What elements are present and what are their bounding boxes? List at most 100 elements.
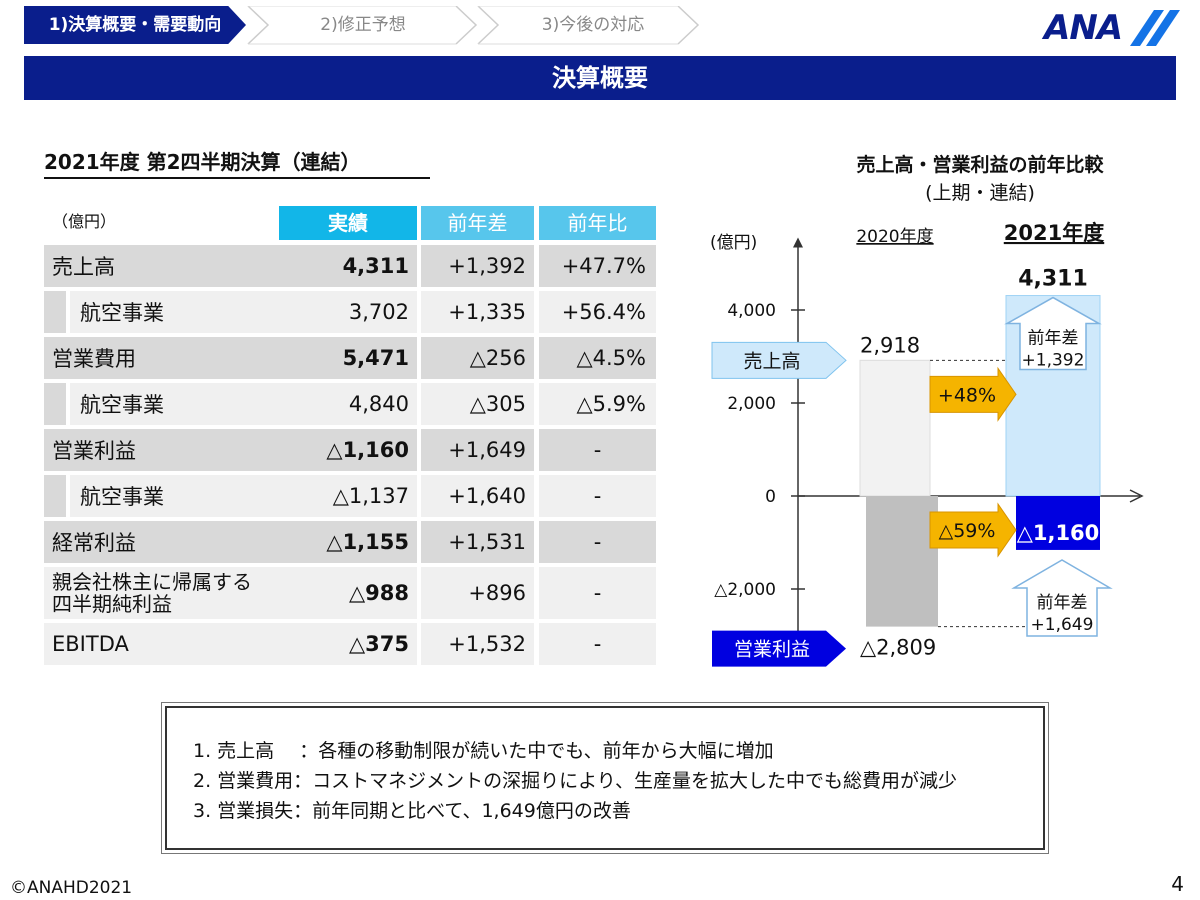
row-label-line2: 四半期純利益 [52, 592, 172, 616]
diff-value: △256 [421, 337, 534, 379]
series-label-box [712, 630, 846, 667]
actual-value: 4,840 [279, 383, 417, 425]
actual-value: 3,702 [279, 291, 417, 333]
change-label-revenue: +48% [938, 384, 996, 406]
header-actual: 実績 [279, 206, 417, 240]
diff-value: +1,640 [421, 475, 534, 517]
diff-callout-label: 前年差 [1028, 329, 1079, 349]
ratio-value: - [539, 521, 656, 563]
bar-operating-income [1016, 496, 1100, 550]
bar-operating-income [866, 496, 938, 627]
breadcrumb-step-1[interactable]: 1)決算概要・需要動向 [24, 6, 246, 44]
ratio-value: △5.9% [539, 383, 656, 425]
logo-stripes-icon [1130, 10, 1180, 46]
actual-value: △1,155 [279, 521, 417, 563]
ratio-value: - [539, 567, 656, 619]
table-row-revenue: 売上高 4,311 +1,392 +47.7% [44, 245, 656, 287]
row-label: 航空事業 [70, 475, 284, 517]
diff-callout-value: +1,392 [1022, 351, 1085, 371]
breadcrumb-chevrons [247, 6, 700, 45]
copyright: ©ANAHD2021 [10, 878, 133, 898]
table-row-operating-income: 営業利益 △1,160 +1,649 - [44, 429, 656, 471]
breadcrumb-step-2[interactable]: 2)修正予想 [320, 15, 406, 35]
row-label: 営業利益 [44, 429, 282, 471]
diff-value: +1,335 [421, 291, 534, 333]
table-row-opex: 営業費用 5,471 △256 △4.5% [44, 337, 656, 379]
actual-value: △1,160 [279, 429, 417, 471]
table-title: 2021年度 第2四半期決算（連結） [44, 146, 430, 179]
chart-title: 売上高・営業利益の前年比較 [856, 154, 1104, 176]
diff-callout-label: 前年差 [1037, 593, 1088, 613]
actual-value: 5,471 [279, 337, 417, 379]
row-label-line1: 親会社株主に帰属する [52, 570, 252, 594]
diff-value: +1,649 [421, 429, 534, 471]
table-unit: （億円） [52, 212, 117, 231]
header-ratio: 前年比 [539, 206, 656, 240]
category-label: 2020年度 [856, 227, 933, 247]
ratio-value: - [539, 429, 656, 471]
diff-callout-operating-income [1011, 559, 1113, 637]
y-tick-label: △2,000 [714, 580, 776, 600]
series-label-revenue: 売上高 [743, 350, 800, 372]
x-axis-arrow [1129, 489, 1144, 503]
series-label-box [711, 341, 847, 379]
comparison-chart: (億円) 4,000 2,000 0 △2,000 2020年度 2021年度売上高営業利益… [710, 221, 1144, 667]
table-row-net-income: 親会社株主に帰属する 四半期純利益 △988 +896 - [44, 567, 656, 619]
actual-value: △988 [279, 567, 417, 619]
table-row-ordinary-income: 経常利益 △1,155 +1,531 - [44, 521, 656, 563]
diff-value: +1,392 [421, 245, 534, 287]
series-label-operating-income: 営業利益 [734, 639, 810, 661]
y-tick-label: 0 [765, 487, 776, 507]
category-label: 2021年度 [1004, 221, 1104, 245]
ratio-value: △4.5% [539, 337, 656, 379]
y-tick-label: 4,000 [727, 301, 776, 321]
diff-callout-revenue [1004, 296, 1102, 371]
row-label: EBITDA [44, 623, 282, 665]
change-arrow-revenue [929, 366, 1017, 422]
row-label: 売上高 [44, 245, 282, 287]
y-axis-arrow [793, 237, 803, 248]
data-label: △1,160 [1017, 521, 1100, 545]
ratio-value: - [539, 623, 656, 665]
summary-line-2: 2. 営業費用：コストマネジメントの深掘りにより、生産量を拡大した中でも総費用が… [193, 770, 958, 792]
indent-bar [44, 291, 66, 333]
actual-value: 4,311 [279, 245, 417, 287]
summary-box: 1. 売上高 ：各種の移動制限が続いた中でも、前年から大幅に増加 2. 営業費用… [165, 706, 1045, 850]
bar-revenue [859, 359, 931, 497]
row-label: 営業費用 [44, 337, 282, 379]
ratio-value: +56.4% [539, 291, 656, 333]
summary-line-3: 3. 営業損失：前年同期と比べて、1,649億円の改善 [193, 800, 631, 822]
diff-callout-value: +1,649 [1031, 615, 1094, 635]
row-label: 航空事業 [70, 383, 284, 425]
diff-value: +1,532 [421, 623, 534, 665]
table-row-operating-income-air: 航空事業 △1,137 +1,640 - [44, 475, 656, 517]
diff-value: +1,531 [421, 521, 534, 563]
diff-value: △305 [421, 383, 534, 425]
y-axis-label: (億円) [710, 233, 757, 253]
breadcrumb-step-3[interactable]: 3)今後の対応 [541, 15, 645, 35]
table-row-opex-air: 航空事業 4,840 △305 △5.9% [44, 383, 656, 425]
data-label: △2,809 [860, 636, 936, 660]
indent-bar [44, 383, 66, 425]
y-tick-label: 2,000 [727, 394, 776, 414]
header-diff: 前年差 [421, 206, 534, 240]
summary-line-1: 1. 売上高 ：各種の移動制限が続いた中でも、前年から大幅に増加 [193, 740, 774, 762]
ratio-value: - [539, 475, 656, 517]
change-arrow-operating-income [929, 502, 1017, 558]
ana-logo: ANA [1044, 8, 1184, 48]
section-banner: 決算概要 [24, 56, 1176, 100]
row-label: 経常利益 [44, 521, 282, 563]
actual-value: △1,137 [279, 475, 417, 517]
table-row-revenue-air: 航空事業 3,702 +1,335 +56.4% [44, 291, 656, 333]
change-label-operating-income: △59% [939, 520, 996, 542]
actual-value: △375 [279, 623, 417, 665]
row-label: 航空事業 [70, 291, 284, 333]
row-label: 親会社株主に帰属する 四半期純利益 [44, 567, 282, 619]
data-label: 4,311 [1018, 267, 1088, 292]
ratio-value: +47.7% [539, 245, 656, 287]
page-number: 4 [1171, 872, 1184, 896]
diff-value: +896 [421, 567, 534, 619]
logo-text: ANA [1044, 8, 1123, 48]
table-row-ebitda: EBITDA △375 +1,532 - [44, 623, 656, 665]
data-label: 2,918 [860, 333, 920, 357]
